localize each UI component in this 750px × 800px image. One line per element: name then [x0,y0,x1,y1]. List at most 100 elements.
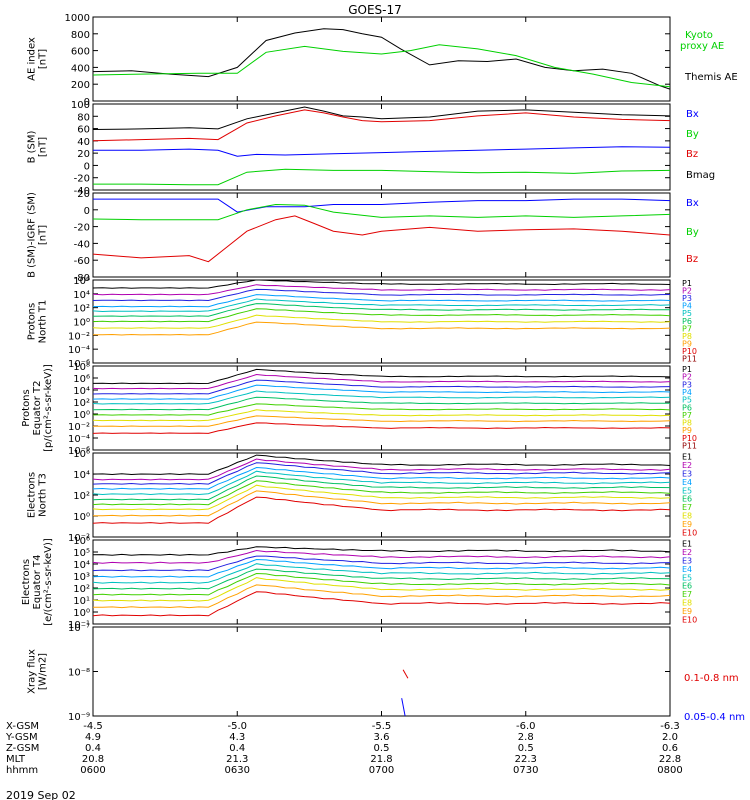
y-tick-label: 10⁴ [73,560,90,571]
y-tick-label: 10⁶ [73,276,90,287]
y-tick-label: 10⁻² [68,533,90,544]
y-axis-label-line: AE index [27,37,38,81]
channel-line [93,280,670,289]
y-tick-label: 10² [73,398,90,409]
series-line [93,44,670,88]
series-line [93,109,670,142]
legend-label: E3 [682,557,692,566]
legend-label: E9 [682,520,692,529]
y-tick-label: -80 [74,273,90,284]
channel-line [93,373,670,390]
legend-label: P8 [682,332,692,341]
series-group [401,669,409,716]
y-tick-label: 10⁶ [73,449,90,460]
legend-label: P2 [682,373,692,382]
axis-row-value: -6.3 [660,721,680,732]
axis-row-value: -6.0 [516,721,536,732]
legend-label: E7 [682,503,692,512]
axis-row-value: 0630 [225,765,250,776]
axis-row-value: 0.5 [374,743,390,754]
legend-label: E6 [682,495,692,504]
legend-label: P9 [682,426,692,435]
panel-frame [92,626,671,717]
legend-label: E3 [682,470,692,479]
channel-line [93,568,670,590]
y-tick-label: 10⁰ [73,318,90,329]
series-group [93,546,670,617]
channel-line [93,584,670,609]
legend-label: E9 [682,607,692,616]
y-axis-label-line: [nT] [38,49,49,69]
panel-bigrf: 20 0 -20 -40 -60 -80 B (SM)-IGRF (SM)[nT] Bx By B… [27,189,699,284]
y-tick-label: 10² [73,584,90,595]
series-group [93,454,670,524]
legend-label: P10 [682,434,697,443]
y-tick-label: 1000 [65,13,90,24]
y-axis-label-line: Protons [21,389,32,426]
channel-line [93,458,670,481]
legend-label: P11 [682,354,697,363]
axis-row-value: 0.5 [518,743,534,754]
channel-line [93,396,670,411]
y-axis-label-line: Electrons [21,559,32,605]
y-axis-label-line: North T3 [38,473,49,517]
channel-line [93,288,670,302]
channel-line [93,466,670,490]
axis-row-value: 20.8 [82,754,104,765]
axis-row-value: 0.4 [229,743,245,754]
legend-label: P7 [682,411,692,420]
y-axis-label-line: Equator T2 [32,381,43,436]
series-group [93,280,670,336]
y-axis-label: ElectronsEquator T4[e/(cm²-s-sr-keV)] [21,538,54,626]
channel-line [93,403,670,416]
legend-label: Bx [686,109,699,120]
panel-frame [92,452,671,538]
legend-label: proxy AE [680,41,724,52]
series-line [93,146,670,157]
y-tick-label: 10⁻⁹ [68,712,90,723]
legend-label: E4 [682,565,692,574]
y-tick-label: 200 [71,80,90,91]
y-tick-label: 10⁰ [73,410,90,421]
legend-label: Bz [686,254,698,265]
legend-label: E6 [682,582,692,591]
legend-label: E4 [682,478,692,487]
axis-row-label: X-GSM [6,721,39,732]
y-tick-label: 20 [77,189,90,200]
axis-row-value: 2.0 [662,732,678,743]
channel-line [93,303,670,317]
y-tick-label: -40 [74,186,90,197]
y-tick-label: 400 [71,63,90,74]
legend-label: E8 [682,599,692,608]
legend-label: P7 [682,324,692,333]
y-tick-label: 10⁰ [73,512,90,523]
channel-line [93,577,670,602]
y-tick-label: 10⁻² [68,422,90,433]
y-axis-label-line: [nT] [38,137,49,157]
panel-frame [92,365,671,451]
legend-label: P3 [682,380,692,389]
y-tick-label: 800 [71,30,90,41]
axis-row-value: -5.0 [227,721,247,732]
channel-line [93,284,670,296]
series-group [93,198,670,263]
channel-line [93,546,670,556]
y-tick-label: 10⁴ [73,470,90,481]
y-tick-label: 10⁻⁴ [68,345,90,356]
axis-row-value: 4.9 [85,732,101,743]
channel-line [93,314,670,329]
legend-label: P4 [682,388,692,397]
axis-row-value: 0.6 [662,743,678,754]
channel-line [93,298,670,313]
legend-label: 0.05-0.4 nm [684,712,745,723]
axis-row-value: 4.3 [229,732,245,743]
channel-line [93,422,670,434]
y-tick-label: 0 [84,161,90,172]
y-axis-label: B (SM)[nT] [27,130,49,163]
y-tick-label: 10⁻¹ [68,620,90,631]
y-tick-label: 10⁸ [73,362,90,373]
